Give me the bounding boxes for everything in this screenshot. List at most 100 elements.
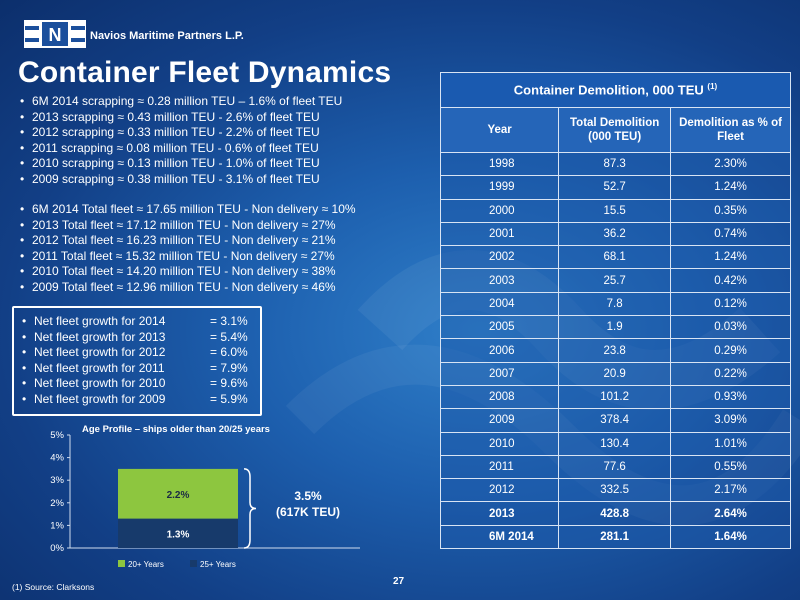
cell-demolition-pct: 0.55% [670,454,791,480]
cell-year: 1998 [439,151,560,177]
table-row: 2012 332.5 2.17% [439,478,791,503]
bar-data-label: 1.3% [167,529,190,540]
cell-total-demolition: 77.6 [558,454,672,480]
table-row: 2007 20.9 0.22% [439,361,791,386]
growth-list: Net fleet growth for 2014 = 3.1% Net flee… [20,314,248,408]
cell-total-demolition: 378.4 [558,408,672,433]
growth-label: Net fleet growth for 2009 [34,391,166,406]
header-year: Year [439,107,560,153]
list-item: 2013 scrapping ≈ 0.43 million TEU - 2.6%… [18,110,342,126]
growth-label: Net fleet growth for 2013 [34,329,166,344]
table-row: 2013 428.8 2.64% [439,501,791,526]
total-brace [243,468,257,549]
growth-value: = 5.9% [210,391,248,406]
age-profile-chart: 0% 1% 2% 3% 4% 5% 1.3% 2.2% 20+ Years 25+ Years [50,430,360,569]
cell-demolition-pct: 0.74% [670,221,791,247]
cell-total-demolition: 52.7 [558,175,672,200]
table-row: 2003 25.7 0.42% [439,268,791,293]
table-row: 2011 77.6 0.55% [439,454,791,480]
growth-value: = 3.1% [210,314,248,328]
cell-demolition-pct: 3.09% [670,408,791,433]
table-row: 2001 36.2 0.74% [439,221,791,247]
legend-swatch [190,560,197,567]
table-row: 2005 1.9 0.03% [439,315,791,340]
table-row: 2010 130.4 1.01% [439,431,791,456]
table-row: 1998 87.3 2.30% [439,151,791,177]
cell-year: 2006 [439,338,560,363]
cell-year: 2008 [439,384,560,410]
cell-total-demolition: 281.1 [558,524,672,550]
cell-year: 6M 2014 [439,524,560,550]
list-item: Net fleet growth for 2009 = 5.9% [20,392,248,408]
list-item: 2012 scrapping ≈ 0.33 million TEU - 2.2%… [18,125,342,141]
cell-demolition-pct: 1.01% [670,431,791,456]
y-tick-label: 0% [50,543,64,554]
footnote: (1) Source: Clarksons [12,582,95,592]
list-item: Net fleet growth for 2013 = 5.4% [20,330,248,346]
caption-footnote-mark: (1) [707,82,718,92]
net-fleet-growth-box: Net fleet growth for 2014 = 3.1% Net flee… [12,306,262,416]
list-item: 2013 Total fleet ≈ 17.12 million TEU - N… [18,218,356,234]
cell-year: 2002 [439,245,560,270]
cell-year: 2000 [439,198,560,223]
growth-label: Net fleet growth for 2010 [34,376,166,391]
cell-year: 2007 [439,361,560,386]
cell-year: 2004 [439,291,560,317]
cell-demolition-pct: 0.29% [670,338,791,363]
cell-year: 2001 [439,221,560,247]
cell-total-demolition: 1.9 [558,315,672,340]
y-tick-label: 5% [50,430,64,441]
cell-total-demolition: 87.3 [558,151,672,177]
page-title: Container Fleet Dynamics [18,56,392,89]
cell-demolition-pct: 2.64% [670,501,791,526]
cell-total-demolition: 68.1 [558,245,672,270]
cell-total-demolition: 15.5 [558,198,672,223]
cell-demolition-pct: 2.30% [670,151,791,177]
list-item: Net fleet growth for 2012 = 6.0% [20,345,248,361]
growth-value: = 6.0% [210,345,248,360]
list-item: 2010 Total fleet ≈ 14.20 million TEU - N… [18,264,356,280]
list-item: 2009 Total fleet ≈ 12.96 million TEU - N… [18,280,356,296]
cell-total-demolition: 25.7 [558,268,672,293]
table-row: 2004 7.8 0.12% [439,291,791,317]
table-row: 6M 2014 281.1 1.64% [439,524,791,550]
list-item: 6M 2014 scrapping ≈ 0.28 million TEU – 1… [18,94,342,110]
cell-year: 2012 [439,478,560,503]
cell-year: 2009 [439,408,560,433]
company-logo: N [24,20,86,48]
annotation-total: 3.5% [294,489,322,503]
cell-demolition-pct: 0.42% [670,268,791,293]
company-name: Navios Maritime Partners L.P. [90,30,244,42]
growth-value: = 7.9% [210,360,248,375]
growth-label: Net fleet growth for 2012 [34,345,166,360]
cell-total-demolition: 130.4 [558,431,672,456]
cell-year: 1999 [439,175,560,200]
table-row: 2008 101.2 0.93% [439,384,791,410]
cell-total-demolition: 332.5 [558,478,672,503]
growth-label: Net fleet growth for 2014 [34,314,166,328]
table-row: 2006 23.8 0.29% [439,338,791,363]
demolition-table: Container Demolition, 000 TEU (1) Year T… [439,72,791,550]
y-tick-label: 1% [50,520,64,531]
list-item: 2009 scrapping ≈ 0.38 million TEU - 3.1%… [18,172,342,188]
growth-value: = 9.6% [210,376,248,391]
table-row: 2002 68.1 1.24% [439,245,791,270]
cell-year: 2010 [439,431,560,456]
cell-year: 2011 [439,454,560,480]
y-tick-label: 3% [50,475,64,486]
table-row: 1999 52.7 1.24% [439,175,791,200]
growth-value: = 5.4% [210,329,248,344]
cell-total-demolition: 36.2 [558,221,672,247]
cell-total-demolition: 23.8 [558,338,672,363]
cell-demolition-pct: 2.17% [670,478,791,503]
list-item: 6M 2014 Total fleet ≈ 17.65 million TEU … [18,202,356,218]
cell-demolition-pct: 1.64% [670,524,791,550]
cell-total-demolition: 101.2 [558,384,672,410]
cell-demolition-pct: 0.12% [670,291,791,317]
table-caption: Container Demolition, 000 TEU (1) [440,72,791,108]
page-number: 27 [393,576,405,587]
total-fleet-list: 6M 2014 Total fleet ≈ 17.65 million TEU … [18,202,356,296]
growth-label: Net fleet growth for 2011 [34,360,165,375]
list-item: Net fleet growth for 2011 = 7.9% [20,361,248,377]
cell-demolition-pct: 0.35% [670,198,791,223]
